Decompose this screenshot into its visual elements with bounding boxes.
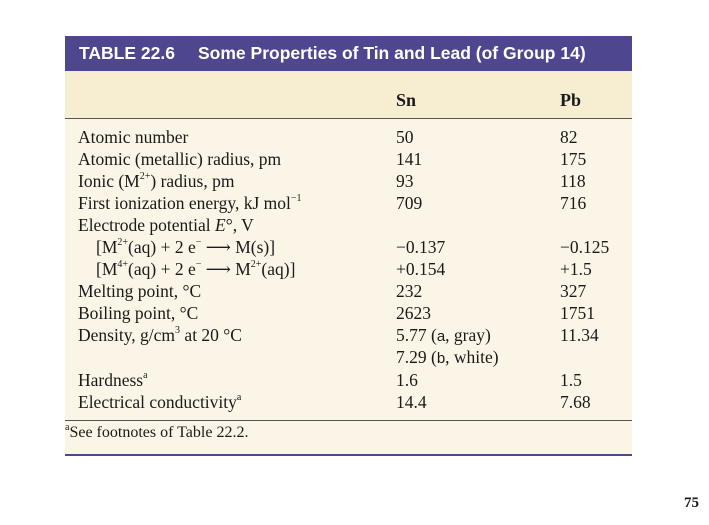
cell-sn: 709 [396, 193, 423, 213]
table-title-bar: TABLE 22.6 Some Properties of Tin and Le… [65, 36, 632, 71]
column-header-sn: Sn [396, 90, 417, 110]
row-label: Atomic (metallic) radius, pm [78, 149, 282, 169]
cell-pb: 118 [560, 171, 586, 191]
row-label: [M4+(aq) + 2 e− ⟶ M2+(aq)] [96, 259, 296, 279]
cell-pb: −0.125 [560, 237, 610, 257]
footer-rule [65, 420, 632, 421]
cell-pb: 175 [560, 149, 587, 169]
cell-sn: 14.4 [396, 392, 427, 412]
cell-sn: +0.154 [396, 259, 446, 279]
page-number: 75 [684, 495, 699, 511]
header-rule [65, 118, 632, 119]
table-bottom-rule [65, 454, 632, 456]
row-label: Density, g/cm3 at 20 °C [78, 325, 242, 345]
cell-pb: 1751 [560, 303, 595, 323]
cell-sn: 232 [396, 281, 423, 301]
cell-sn: 5.77 (a, gray) [396, 325, 491, 345]
table-footnote: aSee footnotes of Table 22.2. [65, 421, 249, 441]
row-label: Hardnessa [78, 370, 148, 390]
properties-table: Sn Pb Atomic number 50 82 Atomic (metall… [65, 71, 632, 455]
cell-sn: 93 [396, 171, 414, 191]
cell-pb: 11.34 [560, 325, 599, 345]
row-label: Boiling point, °C [78, 303, 199, 323]
cell-pb: +1.5 [560, 259, 592, 279]
cell-pb: 1.5 [560, 370, 582, 390]
table-caption: Some Properties of Tin and Lead (of Grou… [198, 43, 586, 63]
cell-pb: 327 [560, 281, 587, 301]
row-label: Ionic (M2+) radius, pm [78, 171, 235, 191]
row-label: [M2+(aq) + 2 e− ⟶ M(s)] [96, 237, 276, 257]
column-header-pb: Pb [560, 90, 582, 110]
cell-pb: 716 [560, 193, 587, 213]
cell-sn: −0.137 [396, 237, 446, 257]
cell-pb: 7.68 [560, 392, 591, 412]
table-header: Sn Pb [65, 71, 632, 118]
cell-sn: 7.29 (b, white) [396, 347, 499, 367]
row-label: Electrode potential E°, V [78, 215, 254, 235]
row-label: First ionization energy, kJ mol−1 [78, 193, 302, 213]
cell-sn: 1.6 [396, 370, 418, 390]
cell-sn: 50 [396, 127, 414, 147]
table-number: TABLE 22.6 [79, 43, 175, 63]
cell-sn: 2623 [396, 303, 431, 323]
row-label: Atomic number [78, 127, 189, 147]
row-label: Melting point, °C [78, 281, 202, 301]
row-label: Electrical conductivitya [78, 392, 242, 412]
cell-pb: 82 [560, 127, 578, 147]
cell-sn: 141 [396, 149, 423, 169]
